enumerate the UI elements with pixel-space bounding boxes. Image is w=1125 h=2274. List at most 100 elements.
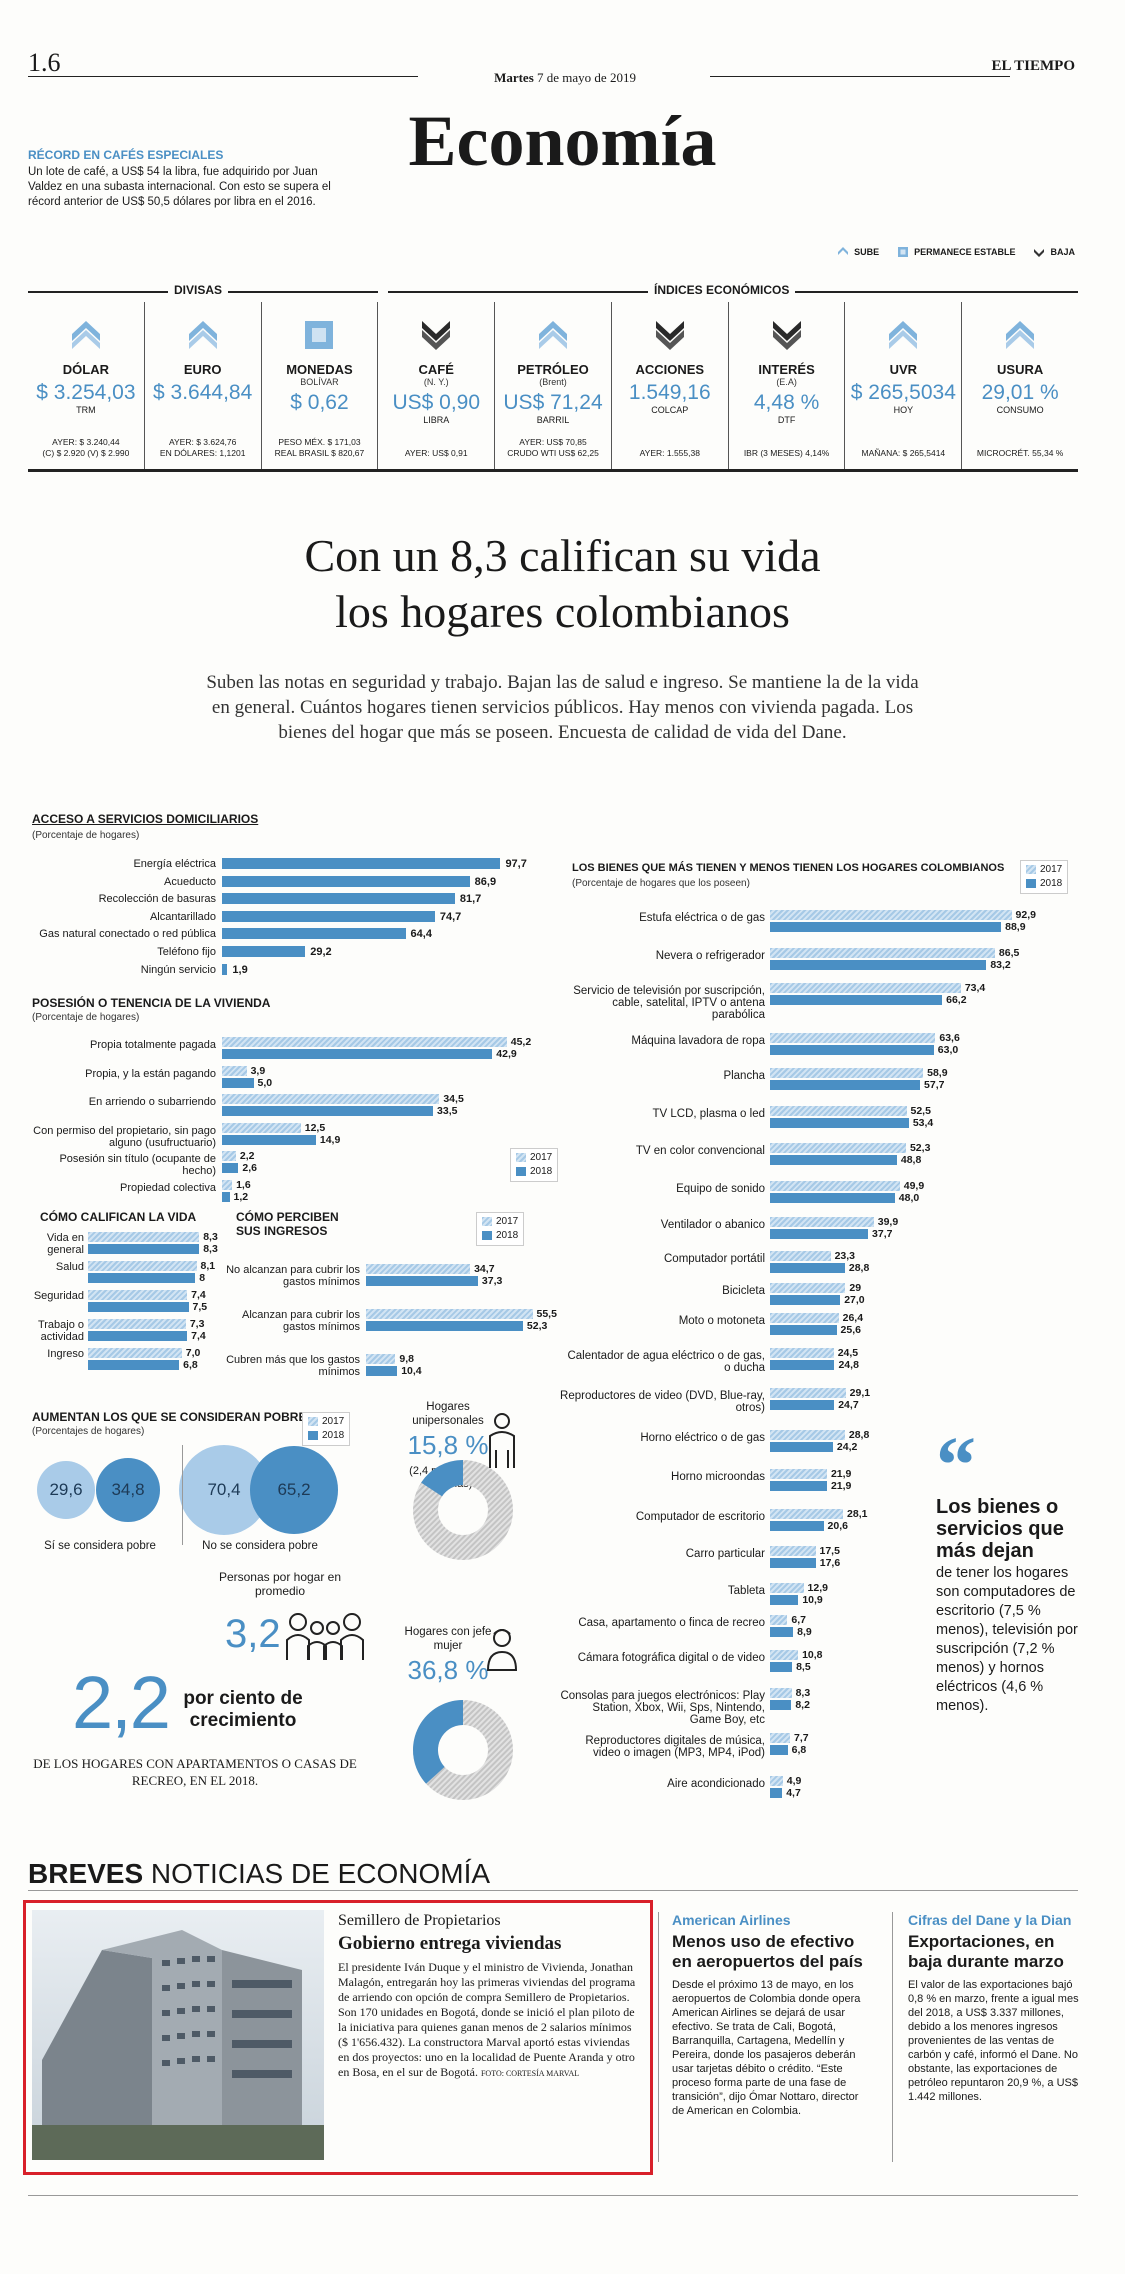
index-foot: AYER: 1.555,38 bbox=[639, 448, 700, 458]
bar-2017 bbox=[770, 1430, 845, 1440]
growth-label: por ciento de crecimiento bbox=[183, 1688, 303, 1731]
bubble-label: Sí se considera pobre bbox=[44, 1540, 156, 1552]
donut-slice bbox=[421, 1460, 463, 1497]
index-euro: EURO $ 3.644,84 AYER: $ 3.624,76 EN DÓLAR… bbox=[145, 302, 262, 469]
brief-3-headline: Exportaciones, en baja durante marzo bbox=[908, 1932, 1064, 1971]
index-name: CAFÉ bbox=[418, 362, 454, 377]
chart-title: POSESIÓN O TENENCIA DE LA VIVIENDA bbox=[32, 996, 271, 1010]
bar bbox=[222, 858, 501, 869]
section-title: Economía bbox=[408, 101, 717, 181]
bar-label: Cubren más que los gastos mínimos bbox=[226, 1354, 360, 1378]
bar-value: 45,2 bbox=[510, 1036, 532, 1048]
bar-label: Servicio de televisión por suscripción, … bbox=[573, 985, 765, 1021]
brief-2-kicker: American Airlines bbox=[672, 1912, 791, 1928]
bar-2017 bbox=[88, 1261, 197, 1271]
bar-2017 bbox=[222, 1094, 440, 1104]
bar-value: 8 bbox=[199, 1272, 206, 1284]
bar-value: 58,9 bbox=[927, 1067, 948, 1079]
bar-value: 24,7 bbox=[838, 1399, 859, 1411]
bar-2017 bbox=[366, 1309, 533, 1319]
bar-label: Ingreso bbox=[47, 1348, 84, 1360]
donut-title: Hogares unipersonales bbox=[412, 1401, 484, 1427]
bar-value: 24,5 bbox=[837, 1347, 859, 1359]
bar-value: 33,5 bbox=[437, 1105, 458, 1117]
bar-value: 2,2 bbox=[239, 1150, 255, 1162]
bottom-rule bbox=[28, 2195, 1078, 2196]
bar-label: Plancha bbox=[723, 1070, 765, 1082]
bar-value: 86,5 bbox=[998, 947, 1020, 959]
bar-value: 7,0 bbox=[185, 1347, 201, 1359]
bar-value: 6,8 bbox=[791, 1744, 807, 1756]
bar-2018 bbox=[770, 1118, 909, 1128]
bar-2017 bbox=[770, 1583, 804, 1593]
woman-icon bbox=[484, 1628, 520, 1677]
index-name: MONEDAS bbox=[286, 362, 353, 377]
bar-value: 8,3 bbox=[203, 1243, 218, 1255]
indices-heading: ÍNDICES ECONÓMICOS bbox=[648, 283, 796, 297]
bar-value: 10,8 bbox=[802, 1649, 823, 1661]
bar-label: Recolección de basuras bbox=[98, 893, 216, 906]
donut-value: 15,8 % bbox=[407, 1430, 489, 1460]
newspaper-name: EL TIEMPO bbox=[991, 58, 1076, 74]
year-legend: 2017 2018 bbox=[476, 1212, 525, 1246]
bar-value: 55,5 bbox=[536, 1308, 557, 1320]
bar-2018 bbox=[770, 1662, 793, 1672]
bar-value: 24,2 bbox=[836, 1441, 858, 1453]
bar-2017 bbox=[770, 1688, 792, 1698]
bar-value: 23,3 bbox=[834, 1250, 856, 1262]
index-unit: TRM bbox=[76, 405, 96, 415]
bar-2018 bbox=[770, 1442, 833, 1452]
index-value: $ 3.254,03 bbox=[36, 381, 136, 404]
header-rule bbox=[28, 76, 418, 77]
brief-1-headline: Gobierno entrega viviendas bbox=[338, 1933, 562, 1954]
bar-2018 bbox=[222, 1049, 493, 1059]
growth-value: 2,2 bbox=[72, 1661, 171, 1744]
bar-2017 bbox=[366, 1264, 471, 1274]
bar-label: Alcanzan para cubrir los gastos mínimos bbox=[241, 1309, 360, 1333]
bar-value: 63,0 bbox=[937, 1044, 959, 1056]
index-name: EURO bbox=[183, 362, 222, 377]
bar-value: 21,9 bbox=[830, 1480, 852, 1492]
bar-value: 8,2 bbox=[795, 1699, 810, 1711]
bar-2017 bbox=[88, 1232, 200, 1242]
bar-label: Nevera o refrigerador bbox=[655, 950, 765, 962]
bar-2017 bbox=[770, 1106, 907, 1116]
chart-subtitle: (Porcentaje de hogares) bbox=[32, 830, 140, 841]
bar-2018 bbox=[770, 1595, 799, 1605]
record-title: RÉCORD EN CAFÉS ESPECIALES bbox=[28, 148, 224, 162]
bar-value: 37,7 bbox=[872, 1228, 893, 1240]
bar-value: 97,7 bbox=[505, 858, 527, 870]
bar-value: 26,4 bbox=[842, 1312, 864, 1324]
bar-value: 21,9 bbox=[830, 1468, 852, 1480]
bar-value: 52,3 bbox=[909, 1142, 931, 1154]
bar-2018 bbox=[366, 1366, 398, 1376]
highlight-frame bbox=[23, 1900, 653, 2175]
bar-2017 bbox=[770, 1469, 827, 1479]
bar-value: 64,4 bbox=[410, 928, 432, 941]
bar-2017 bbox=[770, 1217, 874, 1227]
bar-value: 24,8 bbox=[838, 1359, 859, 1371]
index-unit: DTF bbox=[777, 415, 796, 425]
index-uvr: UVR $ 265,5034 HOY MAÑANA: $ 265,5414 bbox=[845, 302, 963, 469]
bar-label: Horno microondas bbox=[671, 1471, 765, 1483]
index-unit: COLCAP bbox=[651, 405, 689, 415]
bar-value: 73,4 bbox=[964, 982, 986, 994]
bar-value: 12,9 bbox=[807, 1582, 828, 1594]
bar-2017 bbox=[770, 1143, 906, 1153]
bar bbox=[222, 910, 435, 922]
bar-2017 bbox=[770, 1068, 924, 1078]
index-value: $ 3.644,84 bbox=[153, 381, 253, 404]
index-sub: (Brent) bbox=[539, 377, 567, 387]
briefs-title-rest: NOTICIAS DE ECONOMÍA bbox=[143, 1858, 491, 1889]
record-text: Un lote de café, a US$ 54 la libra, fue … bbox=[28, 166, 331, 208]
bar-label: Propiedad colectiva bbox=[119, 1181, 216, 1194]
arrow-up-icon bbox=[69, 318, 103, 352]
bar-2018 bbox=[770, 1229, 869, 1239]
bar-2018 bbox=[770, 1788, 783, 1798]
bar-2018 bbox=[222, 1191, 230, 1202]
date-day: Martes bbox=[494, 70, 534, 85]
index-unit: BARRIL bbox=[536, 415, 570, 425]
bar-label: Propia totalmente pagada bbox=[90, 1039, 216, 1051]
bar-2018 bbox=[366, 1321, 523, 1331]
bar-label: Vida en general bbox=[46, 1232, 84, 1256]
